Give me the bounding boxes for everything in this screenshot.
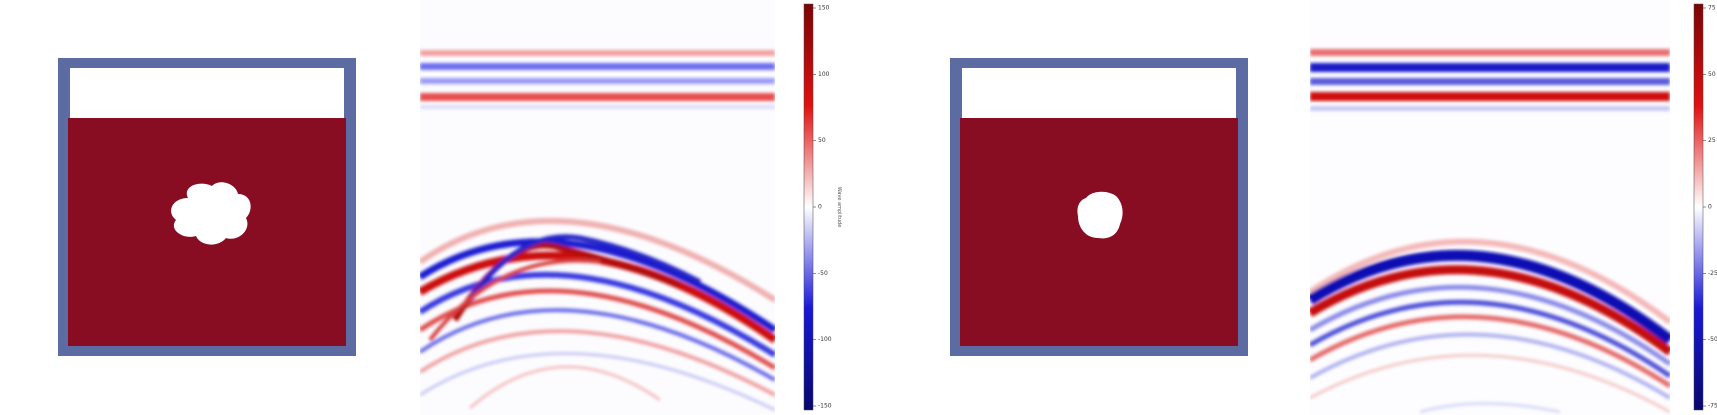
colorbar-label: Wave amplitude [836,187,842,228]
colorbar-tick-label: 75 [1708,5,1716,12]
wave-arrival [420,329,775,397]
horizontal-stripe [420,50,775,56]
model-inclusion [1077,191,1123,239]
wave-arrival [1310,238,1670,325]
colorbar-1: 150 100 50 0 -50 -100 -150 Wave amplitude [803,3,842,411]
wave-arrival [1310,299,1670,379]
wave-arrival [420,238,775,333]
wave-arrival [1310,314,1670,389]
horizontal-stripe [1310,106,1670,111]
colorbar-tick-label: -75 [1708,403,1717,410]
horizontal-stripe [420,78,775,84]
colorbar-tick-label: -150 [818,403,832,410]
wavefield-panel-1 [420,0,775,415]
colorbar-gradient [803,3,814,411]
colorbar-tick-label: -50 [818,270,828,277]
horizontal-stripe [1310,49,1670,56]
horizontal-stripe [420,93,775,101]
wave-arrival [420,351,775,412]
wave-arrival [1310,265,1670,356]
model-void-top [962,68,1236,118]
scattered-arrival [469,365,661,410]
colorbar-tick-label: -50 [1708,336,1717,343]
scattered-arrival [428,258,601,342]
colorbar-tick-label: 50 [1708,71,1716,78]
wave-arrival [420,271,775,358]
colorbar-tick-label: -25 [1708,270,1717,277]
model-void-top [70,68,344,118]
horizontal-stripe [1310,92,1670,101]
colorbar-tick-label: 25 [1708,137,1716,144]
wave-arrival [1310,249,1670,345]
model-panel-2 [950,58,1248,356]
model-panel-1 [58,58,356,356]
colorbar-tick-label: 100 [818,71,830,78]
colorbar-tick-label: 150 [818,5,830,12]
wave-arrival [1310,332,1670,400]
horizontal-stripe [1310,63,1670,72]
model-inclusion [171,182,251,245]
wave-arrival [1310,353,1670,414]
colorbar-gradient [1693,3,1704,411]
wave-arrival [1419,402,1561,414]
wave-arrival [420,251,775,344]
wavefield-panel-2 [1310,0,1670,415]
horizontal-stripe [420,105,775,109]
wave-arrival [1310,284,1670,367]
scattered-arrival [467,234,702,302]
horizontal-stripe [420,63,775,70]
colorbar-2: 75 50 25 0 -25 -50 -75 [1693,3,1717,411]
wave-arrival [420,308,775,382]
colorbar-tick-label: 0 [1708,204,1712,211]
colorbar-tick-label: -100 [818,336,832,343]
horizontal-stripe [1310,78,1670,85]
colorbar-tick-label: 50 [818,137,826,144]
colorbar-tick-label: 0 [818,204,822,211]
wave-arrival [420,217,775,303]
